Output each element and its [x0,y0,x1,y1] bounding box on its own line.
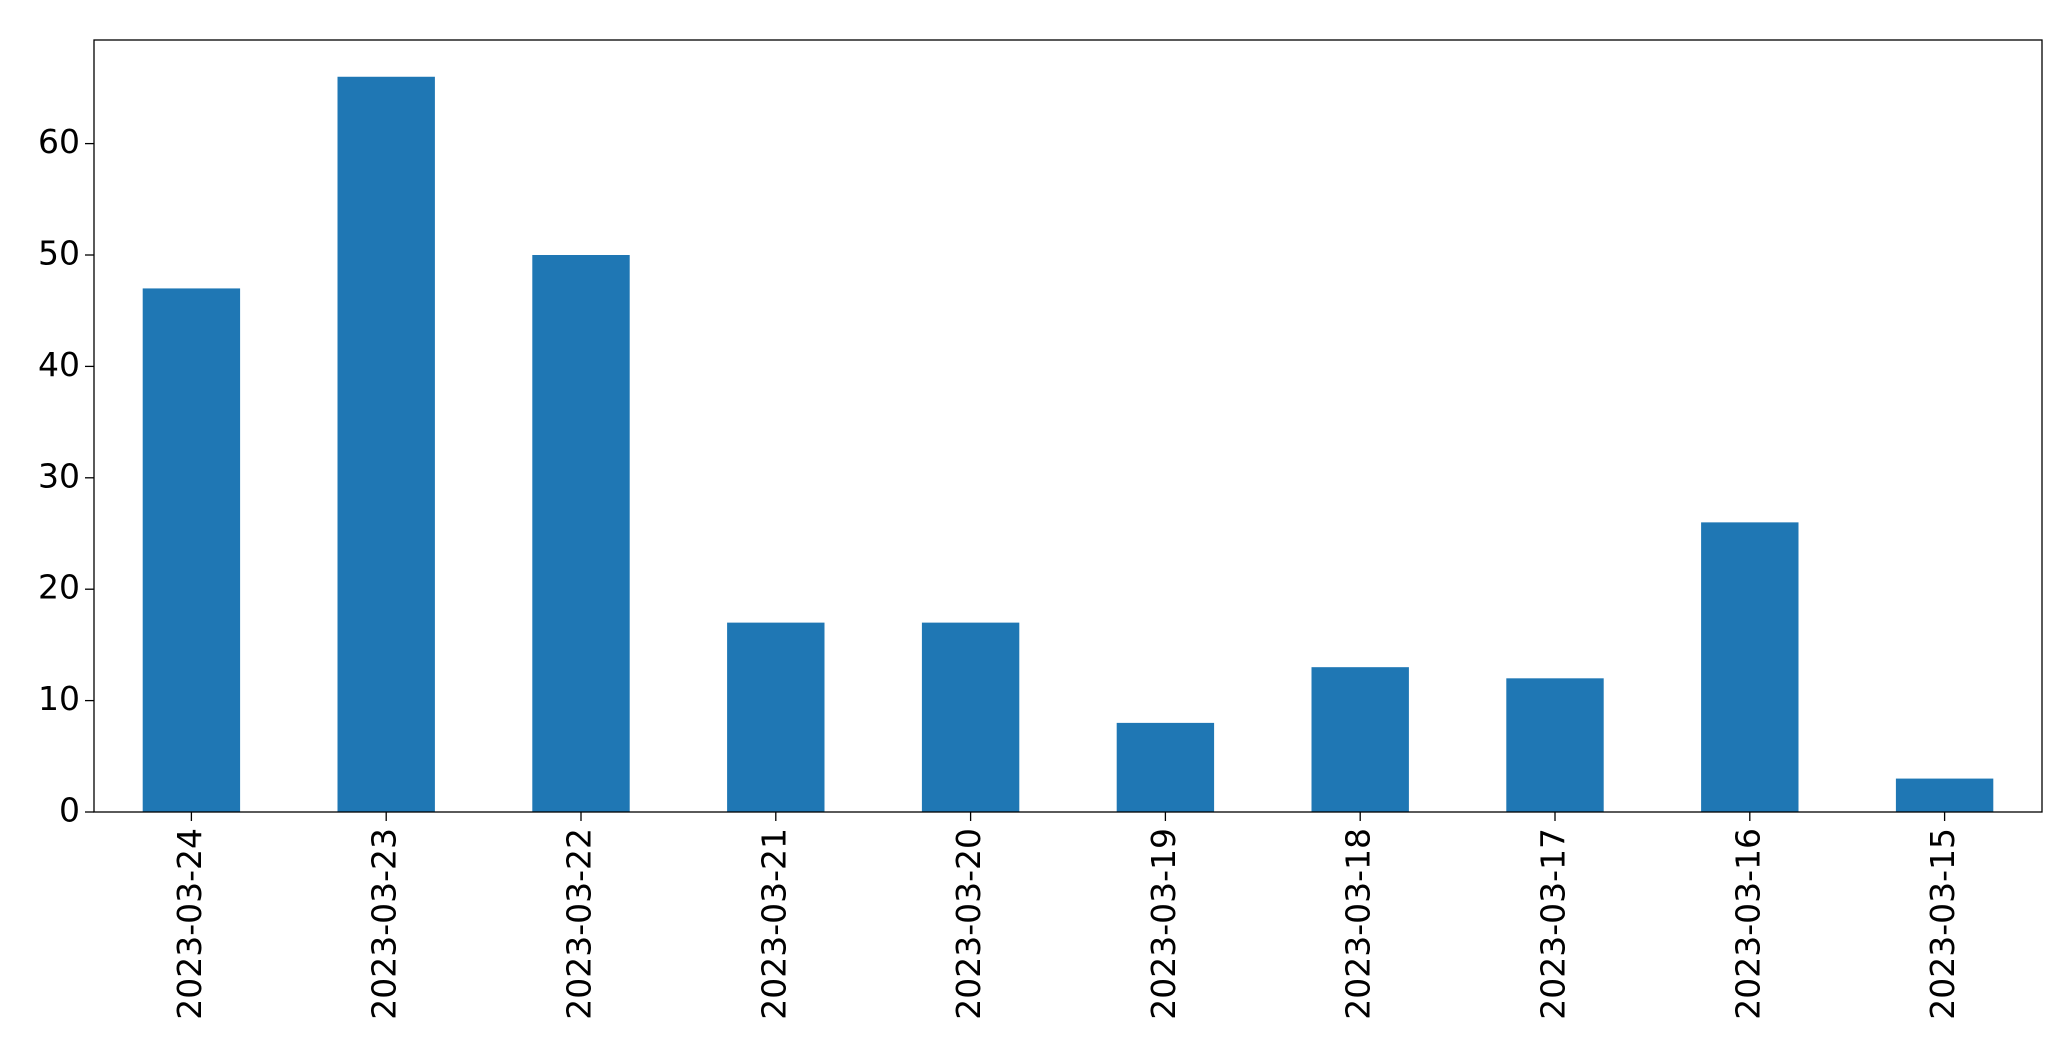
bar [532,255,630,812]
bar [1311,667,1409,812]
bar [142,288,241,812]
bar [1116,722,1215,812]
y-tick-label: 10 [38,679,80,718]
plot-frame [93,39,2043,813]
x-tick-label: 2023-03-17 [1534,828,1573,1020]
bar [727,622,825,812]
bar [1895,778,1994,812]
y-tick-label: 0 [59,791,80,830]
x-tick-label: 2023-03-19 [1144,828,1183,1020]
x-tick-label: 2023-03-22 [560,828,599,1020]
bar [337,76,435,812]
x-tick-label: 2023-03-20 [949,828,988,1020]
x-tick-label: 2023-03-24 [170,828,209,1020]
x-tick-label: 2023-03-21 [754,828,793,1020]
x-tick-label: 2023-03-23 [365,828,404,1020]
y-tick-label: 30 [38,456,80,495]
x-tick-label: 2023-03-16 [1728,828,1767,1020]
x-tick-label: 2023-03-18 [1339,828,1378,1020]
x-tick-label: 2023-03-15 [1923,828,1962,1020]
y-tick-label: 50 [38,234,80,273]
y-tick-label: 20 [38,568,80,607]
bar [1701,522,1799,812]
y-tick-label: 40 [38,345,80,384]
y-tick-label: 60 [38,122,80,161]
bar [1506,678,1604,812]
bar [921,622,1020,812]
